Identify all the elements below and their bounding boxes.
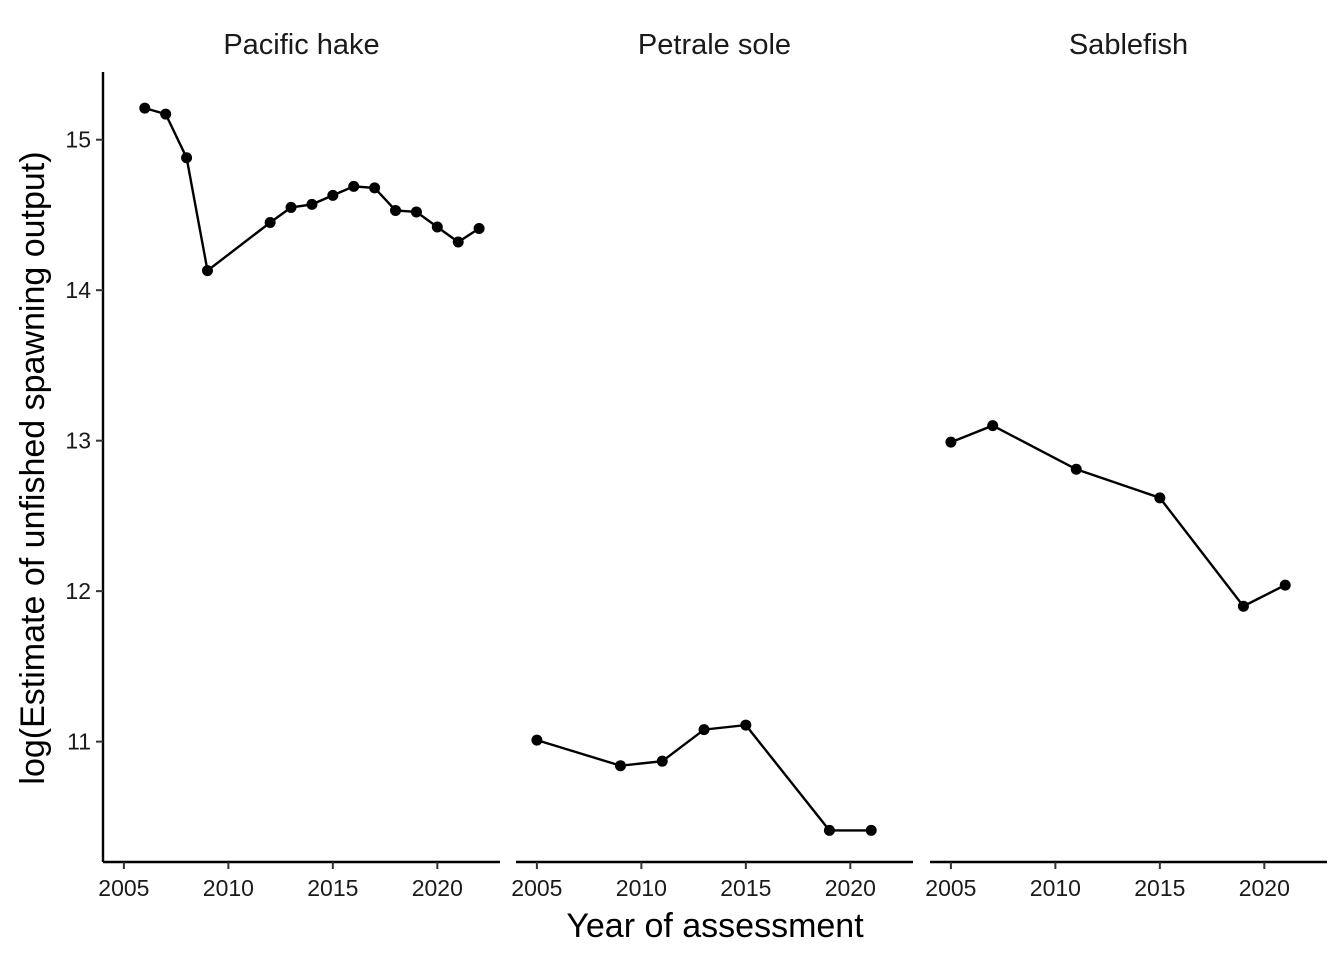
y-axis: 11 12 13 14 15 bbox=[65, 72, 105, 862]
panel-pacific-hake: Pacific hake 2005 2010 2015 2020 bbox=[98, 29, 500, 901]
x-tick-label: 2020 bbox=[1239, 875, 1290, 901]
panel-title: Sablefish bbox=[1069, 29, 1188, 61]
x-tick-label: 2015 bbox=[1134, 875, 1185, 901]
x-tick-label: 2005 bbox=[98, 875, 149, 901]
y-tick-label: 11 bbox=[67, 729, 91, 755]
y-axis-title: log(Estimate of unfished spawning output… bbox=[14, 151, 52, 784]
data-point bbox=[348, 180, 360, 192]
x-tick-label: 2010 bbox=[203, 875, 254, 901]
y-tick-label: 14 bbox=[65, 277, 91, 303]
x-tick-label: 2005 bbox=[511, 875, 562, 901]
data-point bbox=[614, 760, 626, 772]
x-tick-label: 2010 bbox=[1030, 875, 1081, 901]
data-point bbox=[431, 221, 443, 233]
data-point bbox=[740, 719, 752, 731]
data-point bbox=[390, 204, 402, 216]
data-point bbox=[452, 236, 464, 248]
series-line bbox=[536, 723, 872, 832]
data-point bbox=[1279, 579, 1291, 591]
x-tick-label: 2015 bbox=[307, 875, 358, 901]
x-tick-label: 2020 bbox=[825, 875, 876, 901]
data-point bbox=[139, 102, 151, 114]
data-point bbox=[369, 182, 381, 194]
data-point bbox=[1154, 492, 1166, 504]
data-point bbox=[656, 755, 668, 767]
data-point bbox=[1070, 463, 1082, 475]
data-point bbox=[823, 824, 835, 836]
panel-title: Pacific hake bbox=[223, 29, 379, 61]
data-point bbox=[987, 420, 999, 432]
data-point bbox=[410, 206, 422, 218]
data-point bbox=[1237, 600, 1249, 612]
panel-petrale-sole: Petrale sole 2005 2010 2015 2020 bbox=[511, 29, 913, 901]
data-point bbox=[264, 216, 276, 228]
data-point bbox=[306, 198, 318, 210]
y-tick-label: 15 bbox=[65, 127, 91, 153]
y-tick-label: 12 bbox=[65, 578, 91, 604]
data-point bbox=[160, 108, 172, 120]
x-tick-label: 2020 bbox=[412, 875, 463, 901]
x-tick-label: 2015 bbox=[720, 875, 771, 901]
data-point bbox=[865, 824, 877, 836]
y-tick-label: 13 bbox=[65, 428, 91, 454]
panel-title: Petrale sole bbox=[638, 29, 791, 61]
data-point bbox=[531, 734, 543, 746]
data-point bbox=[698, 724, 710, 736]
series-line bbox=[144, 106, 480, 273]
x-tick-label: 2010 bbox=[616, 875, 667, 901]
data-point bbox=[945, 436, 957, 448]
data-point bbox=[181, 152, 193, 164]
x-axis-title: Year of assessment bbox=[566, 907, 864, 945]
x-tick-label: 2005 bbox=[925, 875, 976, 901]
data-point bbox=[473, 222, 485, 234]
panel-sablefish: Sablefish 2005 2010 2015 2020 bbox=[925, 29, 1327, 901]
series-line bbox=[950, 424, 1286, 608]
data-point bbox=[201, 265, 213, 277]
data-point bbox=[327, 189, 339, 201]
data-point bbox=[285, 201, 297, 213]
